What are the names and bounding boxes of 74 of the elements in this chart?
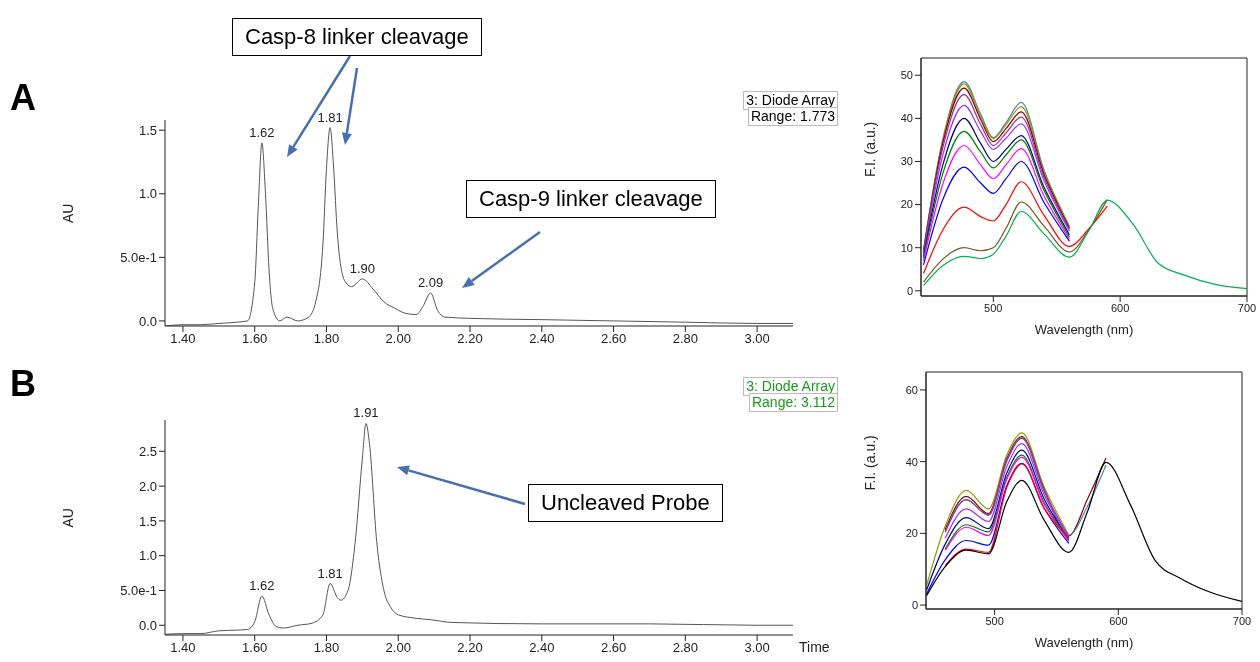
line-series (165, 422, 793, 635)
x-tick-label: 2.00 (385, 331, 411, 347)
x-tick-label: 1.40 (170, 640, 196, 656)
x-tick-label: 500 (985, 614, 1004, 627)
x-axis-title: Time (799, 639, 830, 656)
y-tick-label: 10 (900, 241, 913, 254)
y-tick-label: 0.0 (138, 313, 157, 329)
y-tick-label: 60 (905, 383, 918, 396)
x-tick-label: 2.20 (457, 331, 483, 347)
annotation: 1.91 (353, 405, 379, 421)
x-tick-label: 600 (1109, 614, 1128, 627)
y-tick-label: 1.0 (138, 186, 157, 202)
x-tick-label: 700 (1237, 301, 1257, 314)
y-tick-label: 2.0 (138, 478, 157, 494)
x-tick-label: 600 (1110, 301, 1130, 314)
y-axis-title: AU (59, 203, 76, 223)
annotation: Casp-9 linker cleavage (466, 180, 716, 219)
annotation: 1.81 (317, 109, 343, 125)
y-tick-label: 5.0e-1 (120, 249, 157, 265)
x-tick-label: 700 (1232, 614, 1252, 627)
x-tick-label: 2.40 (529, 640, 555, 656)
line-series (944, 463, 1070, 567)
annotation: 2.09 (417, 274, 444, 290)
x-axis-title: Wavelength (nm) (1034, 322, 1134, 337)
x-tick-label: 2.60 (600, 640, 627, 656)
y-axis-title: F.I. (a.u.) (861, 435, 878, 491)
x-tick-label: 1.60 (242, 640, 268, 656)
y-axis-title: F.I. (a.u.) (861, 121, 878, 177)
annotation: Uncleaved Probe (528, 484, 723, 523)
y-tick-label: 1.0 (138, 548, 157, 564)
x-tick-label: 1.80 (313, 640, 340, 656)
text: B (10, 362, 36, 406)
x-tick-label: 2.60 (600, 331, 627, 347)
text: Range: 3.112 (748, 393, 838, 412)
line-series (926, 461, 1242, 603)
y-tick-label: 20 (900, 198, 913, 211)
x-tick-label: 500 (984, 301, 1003, 314)
x-tick-label: 2.20 (457, 640, 483, 656)
x-tick-label: 2.80 (672, 331, 698, 347)
x-axis-title: Wavelength (nm) (1034, 635, 1134, 650)
y-tick-label: 5.0e-1 (120, 583, 157, 599)
x-tick-label: 3.00 (744, 640, 770, 656)
annotation: 1.81 (317, 565, 343, 581)
y-tick-label: 50 (900, 69, 913, 82)
y-tick-label: 1.5 (138, 122, 157, 138)
annotation: Range: 1.773 (747, 107, 838, 126)
y-tick-label: 0.0 (138, 617, 157, 633)
x-tick-label: 2.40 (529, 331, 555, 347)
y-tick-label: 0 (906, 284, 913, 297)
y-axis-title: AU (59, 508, 76, 528)
x-tick-label: 1.60 (242, 331, 268, 347)
line-series (922, 198, 1109, 283)
y-tick-label: 0 (911, 598, 918, 611)
line-series (922, 199, 1247, 290)
annotation: 1.90 (349, 260, 376, 276)
y-tick-label: 40 (900, 112, 913, 125)
annotation: 1.62 (249, 578, 275, 594)
y-tick-label: 2.5 (138, 443, 157, 459)
text: 3: Diode Array (743, 377, 838, 396)
y-tick-label: 30 (900, 155, 913, 168)
x-tick-label: 1.40 (170, 331, 196, 347)
text: 3: Diode Array (743, 91, 838, 110)
line-series (922, 181, 1109, 275)
x-tick-label: 2.00 (385, 640, 411, 656)
line-series (922, 160, 1071, 266)
x-tick-label: 1.80 (313, 331, 340, 347)
x-tick-label: 2.80 (672, 640, 698, 656)
y-tick-label: 40 (905, 455, 918, 468)
text: A (10, 76, 36, 120)
text: Casp-8 linker cleavage (232, 18, 482, 57)
y-tick-label: 20 (905, 527, 918, 540)
y-tick-label: 1.5 (138, 513, 157, 529)
x-tick-label: 3.00 (744, 331, 770, 347)
annotation: 1.62 (249, 124, 275, 140)
